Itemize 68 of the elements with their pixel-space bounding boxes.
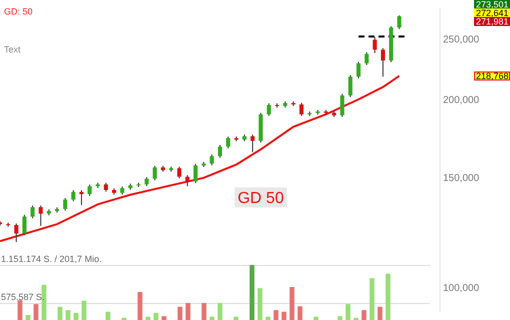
candlestick [185,174,190,187]
candlestick [372,36,377,54]
bar [58,306,62,320]
candlestick [30,205,35,219]
candlestick [88,184,92,196]
bar [138,292,142,320]
candlestick [63,198,68,212]
text: 273,501 [476,0,509,10]
candlestick [380,48,385,78]
candlestick [194,163,198,184]
bar [154,312,158,320]
bar [18,300,22,320]
bar [386,274,390,320]
bar [106,312,110,320]
bar [314,316,318,320]
candlestick [299,102,304,116]
y-tick-label: 250,000 [443,34,480,46]
bar [146,316,150,320]
text: 272,641 [476,8,509,18]
series-label: GD 50 [238,190,284,207]
candlestick [266,102,271,116]
bar [162,316,166,320]
candlestick [152,165,157,181]
candlestick [356,61,361,79]
bar [218,302,222,320]
bar [74,312,78,320]
candlestick [14,223,18,243]
bar [362,310,366,320]
bar [234,316,238,320]
bar [298,306,302,320]
bar [82,300,86,320]
bar [26,315,30,320]
bar [250,265,254,320]
bar [282,312,286,320]
bar [346,304,350,320]
candlestick [250,134,255,153]
bar [258,288,262,320]
bar [378,306,382,320]
text: 271,981 [476,16,509,26]
bar [178,306,182,320]
bar [274,310,278,320]
candlestick [226,136,230,149]
candlestick [177,166,182,179]
bar [338,316,342,320]
candlestick [397,14,402,30]
candlestick [340,93,344,118]
y-tick-label: 100,000 [443,283,480,294]
candlestick [210,154,214,166]
candlestick [218,144,222,158]
ref-line-label: 1.151.174 S. / 201,7 Mio. [1,254,102,264]
bar [290,287,294,320]
candlestick [71,190,76,202]
annotation: Text [4,44,22,54]
text: 218,768 [476,70,509,81]
bar [266,316,270,320]
y-tick-label: 150,000 [443,173,480,184]
bar [210,316,214,320]
candlestick [22,214,26,236]
candlestick [364,52,369,66]
bar [370,278,374,320]
bar [186,302,190,320]
candlestick [348,74,352,98]
bar [66,310,70,320]
annotation: GD: 50 [4,6,33,16]
candlestick [38,205,43,226]
y-tick-label: 200,000 [443,95,480,106]
bar [34,304,38,320]
bar [202,302,206,320]
